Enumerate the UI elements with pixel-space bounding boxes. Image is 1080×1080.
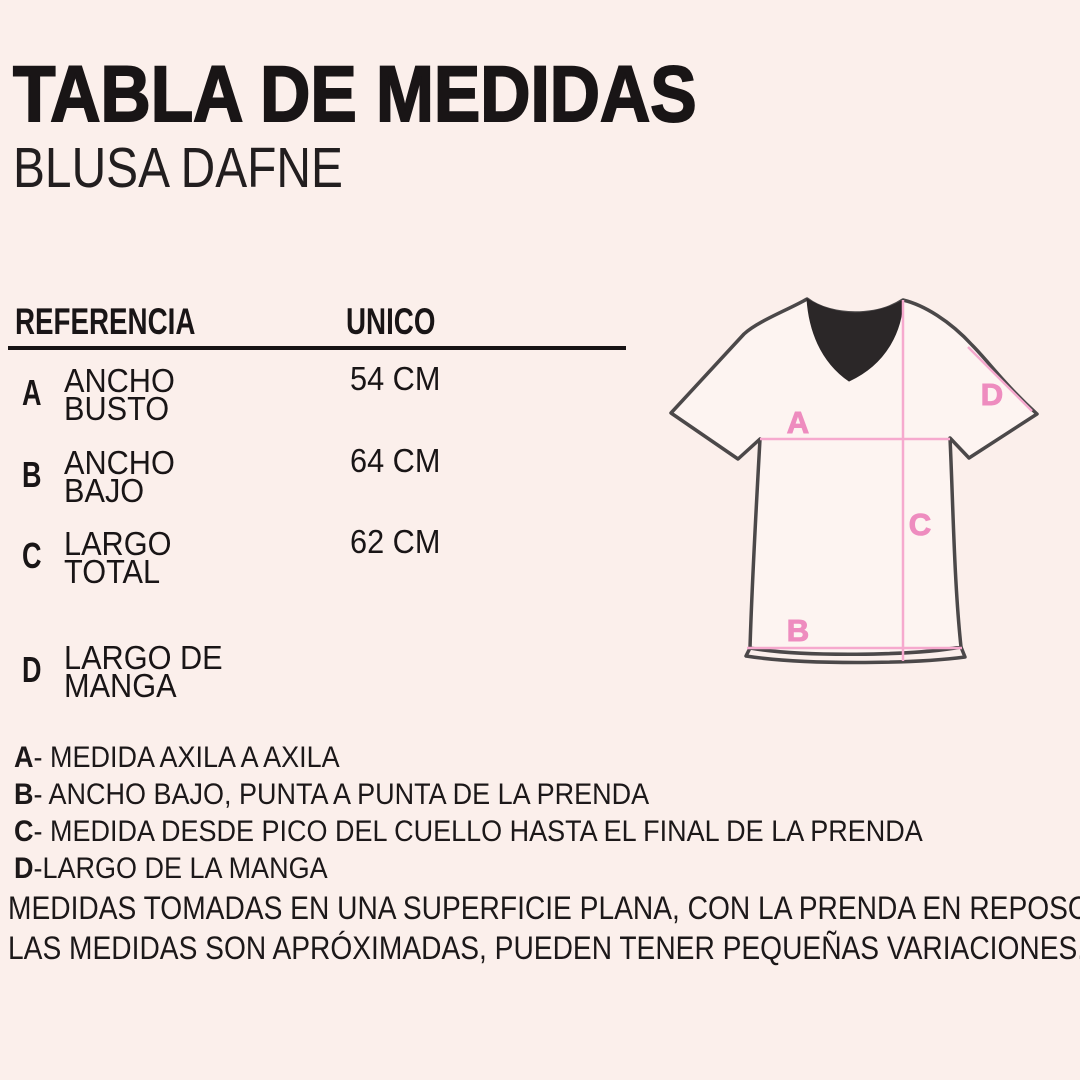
row-label: ANCHO BUSTO xyxy=(64,362,175,427)
page-subtitle: BLUSA DAFNE xyxy=(13,136,343,200)
disclaimer-line-1: MEDIDAS TOMADAS EN UNA SUPERFICIE PLANA,… xyxy=(8,890,1080,926)
row-value: 62 CM xyxy=(350,523,441,560)
row-label: LARGO TOTAL xyxy=(64,525,172,590)
table-row: B ANCHO BAJO 64 CM xyxy=(0,444,640,529)
disclaimer-line-2: LAS MEDIDAS SON APRÓXIMADAS, PUEDEN TENE… xyxy=(8,930,1080,966)
legend-line-d: D-LARGO DE LA MANGA xyxy=(14,852,328,885)
row-letter: D xyxy=(22,649,42,690)
row-letter: A xyxy=(22,372,42,413)
table-header-divider xyxy=(8,346,626,350)
disclaimer-text: MEDIDAS TOMADAS EN UNA SUPERFICIE PLANA,… xyxy=(8,888,1080,968)
column-header-unico: UNICO xyxy=(346,301,436,342)
blouse-diagram: A B C D xyxy=(669,297,1039,665)
table-row: C LARGO TOTAL 62 CM xyxy=(0,525,640,610)
measure-label-a: A xyxy=(787,405,809,440)
legend-line-c: C- MEDIDA DESDE PICO DEL CUELLO HASTA EL… xyxy=(14,815,923,848)
row-letter: C xyxy=(22,535,42,576)
measure-label-b: B xyxy=(787,613,809,648)
hem-band xyxy=(744,645,967,665)
row-label: LARGO DE MANGA xyxy=(64,639,223,704)
page-title: TABLA DE MEDIDAS xyxy=(12,49,697,138)
legend-line-a: A- MEDIDA AXILA A AXILA xyxy=(14,741,340,774)
table-row: D LARGO DE MANGA xyxy=(0,639,640,724)
table-row: A ANCHO BUSTO 54 CM xyxy=(0,362,640,447)
measure-label-c: C xyxy=(909,507,931,542)
sleeve-length-line-D xyxy=(967,346,1033,412)
measurement-legend: A- MEDIDA AXILA A AXILA B- ANCHO BAJO, P… xyxy=(14,739,1024,887)
row-value: 64 CM xyxy=(350,442,441,479)
row-letter: B xyxy=(22,454,42,495)
column-header-referencia: REFERENCIA xyxy=(15,301,196,342)
measure-label-d: D xyxy=(981,377,1003,412)
row-label: ANCHO BAJO xyxy=(64,444,175,509)
row-value: 54 CM xyxy=(350,360,441,397)
legend-line-b: B- ANCHO BAJO, PUNTA A PUNTA DE LA PREND… xyxy=(14,778,650,811)
collar xyxy=(806,298,904,382)
